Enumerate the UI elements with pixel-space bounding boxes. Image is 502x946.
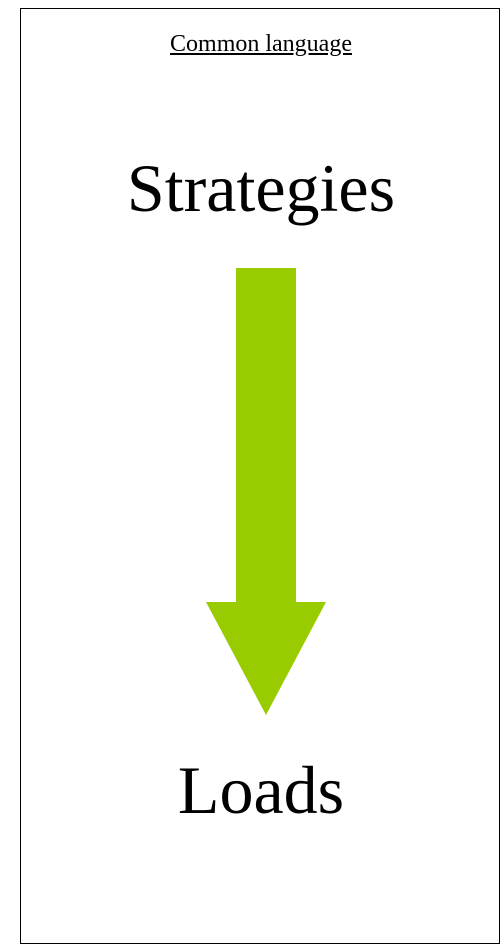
target-label: Loads xyxy=(177,752,345,828)
down-arrow xyxy=(206,268,326,715)
arrow-layer xyxy=(206,268,326,715)
heading: Common language xyxy=(170,31,352,57)
frame: Common language Strategies Loads xyxy=(20,8,500,944)
source-label: Strategies xyxy=(126,150,396,226)
